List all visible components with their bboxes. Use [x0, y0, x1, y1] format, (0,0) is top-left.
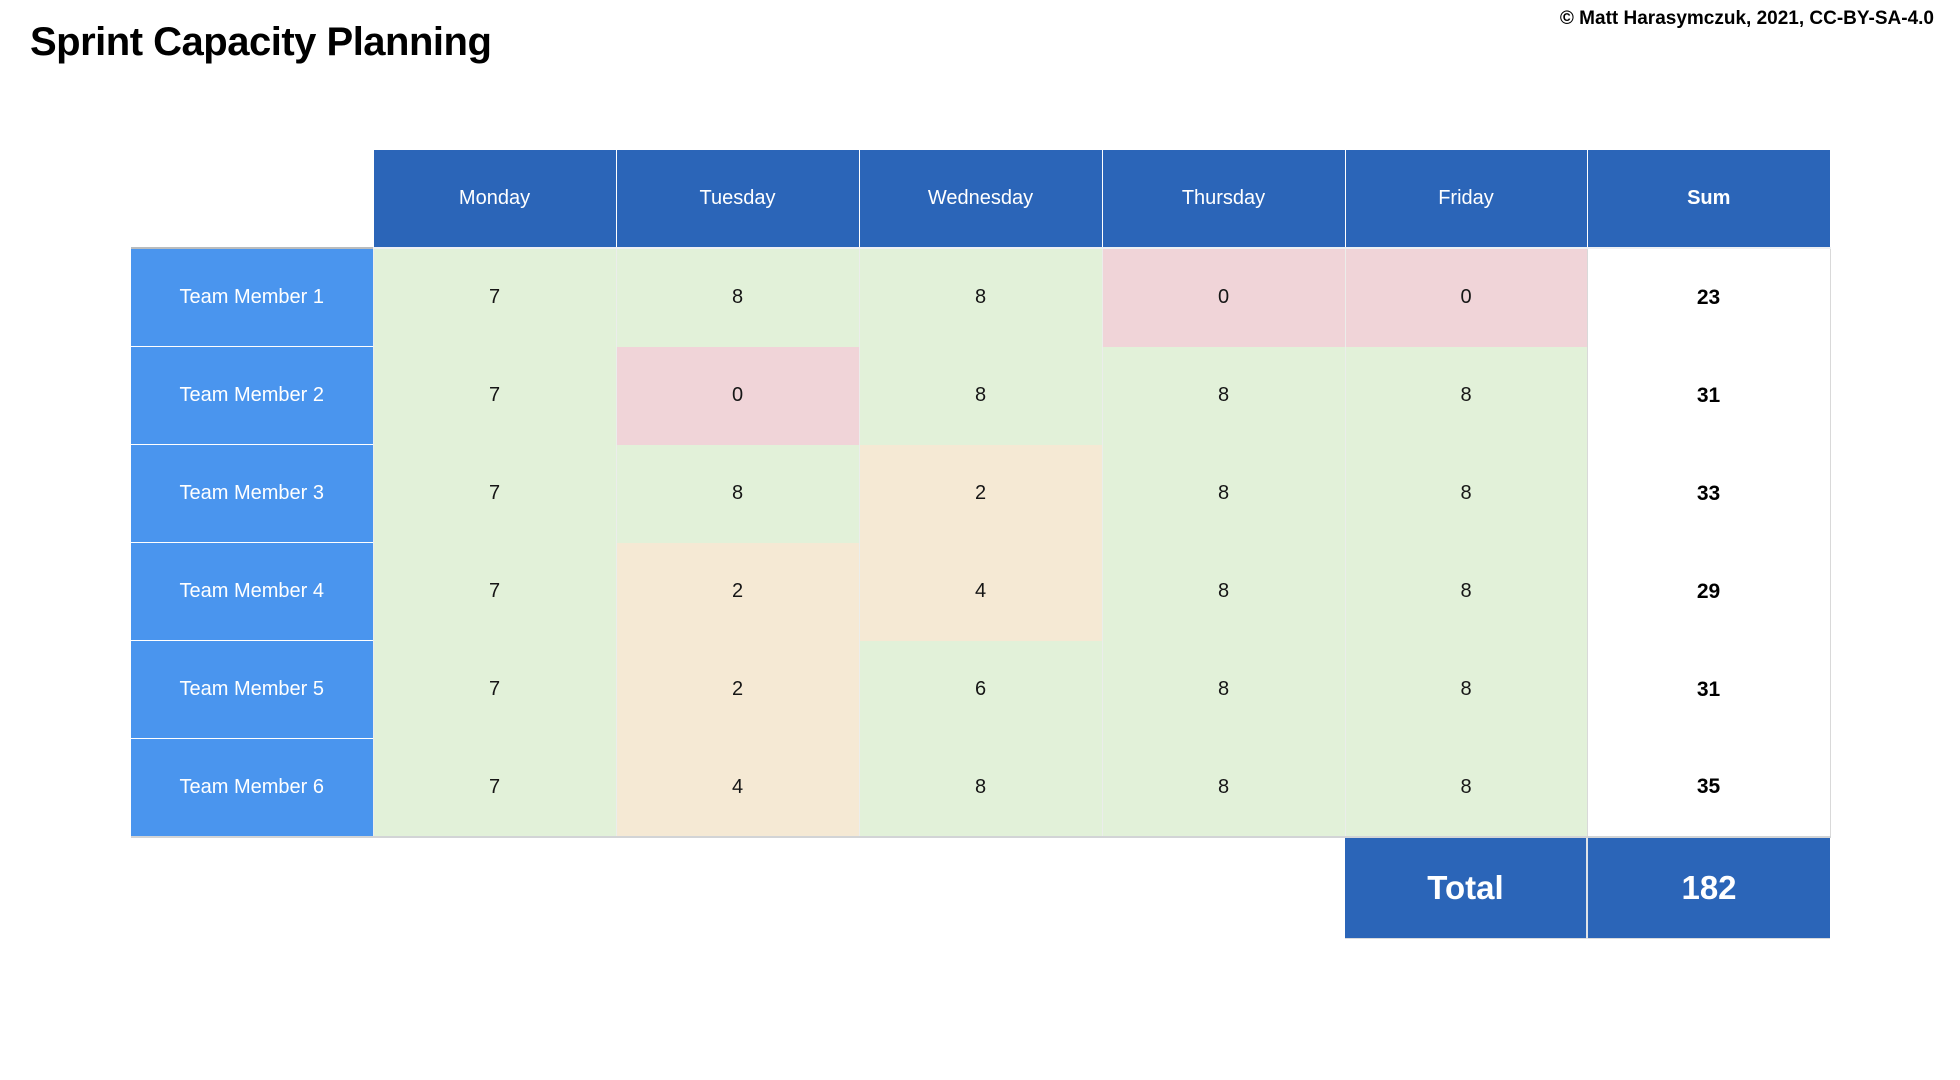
capacity-cell: 7 [372, 346, 616, 445]
copyright-notice: © Matt Harasymczuk, 2021, CC-BY-SA-4.0 [1559, 8, 1934, 29]
row-sum-cell: 33 [1586, 444, 1831, 543]
capacity-cell: 8 [1344, 542, 1587, 641]
capacity-cell: 8 [1101, 346, 1345, 445]
column-header-monday: Monday [372, 150, 616, 249]
capacity-cell: 8 [858, 346, 1102, 445]
row-header: Team Member 5 [131, 640, 373, 739]
capacity-cell: 8 [1101, 738, 1345, 838]
capacity-table: Monday Tuesday Wednesday Thursday Friday… [131, 150, 1831, 939]
capacity-cell: 4 [615, 738, 859, 838]
page-title: Sprint Capacity Planning [30, 20, 492, 64]
header-row: Monday Tuesday Wednesday Thursday Friday… [131, 150, 1830, 249]
row-sum-cell: 23 [1586, 248, 1831, 347]
table-row: Team Member 1 7 8 8 0 0 23 [131, 247, 1831, 347]
row-header: Team Member 3 [131, 444, 373, 543]
capacity-cell: 4 [858, 542, 1102, 641]
column-header-sum: Sum [1586, 150, 1830, 249]
row-header: Team Member 2 [131, 346, 373, 445]
capacity-cell: 8 [1344, 640, 1587, 739]
total-row-spacer [131, 837, 1345, 939]
capacity-cell: 7 [372, 640, 616, 739]
row-sum-cell: 31 [1586, 640, 1831, 739]
capacity-cell: 8 [1344, 738, 1587, 838]
row-sum-cell: 29 [1586, 542, 1831, 641]
table-row: Team Member 3 7 8 2 8 8 33 [131, 444, 1831, 543]
corner-cell [131, 150, 373, 248]
table-row: Team Member 2 7 0 8 8 8 31 [131, 346, 1831, 445]
capacity-cell: 8 [615, 444, 859, 543]
capacity-cell: 8 [615, 248, 859, 347]
row-sum-cell: 31 [1586, 346, 1831, 445]
table-row: Team Member 4 7 2 4 8 8 29 [131, 542, 1831, 641]
capacity-cell: 8 [1101, 542, 1345, 641]
row-header: Team Member 4 [131, 542, 373, 641]
capacity-cell: 0 [1344, 248, 1587, 347]
total-value-cell: 182 [1586, 837, 1830, 939]
capacity-cell: 8 [858, 738, 1102, 838]
capacity-cell: 2 [858, 444, 1102, 543]
capacity-cell: 8 [1101, 640, 1345, 739]
column-header-friday: Friday [1344, 150, 1587, 249]
capacity-cell: 0 [615, 346, 859, 445]
table-body: Team Member 1 7 8 8 0 0 23 Team Member 2 7 0 8 8 8 31… [131, 247, 1831, 838]
row-header: Team Member 1 [131, 247, 373, 347]
total-row: Total 182 [131, 837, 1830, 939]
capacity-cell: 7 [372, 444, 616, 543]
capacity-cell: 0 [1101, 248, 1345, 347]
capacity-cell: 7 [372, 542, 616, 641]
capacity-cell: 7 [372, 248, 616, 347]
table-row: Team Member 6 7 4 8 8 8 35 [131, 738, 1831, 838]
row-sum-cell: 35 [1586, 738, 1831, 838]
capacity-cell: 8 [1344, 444, 1587, 543]
capacity-cell: 2 [615, 542, 859, 641]
capacity-cell: 8 [1344, 346, 1587, 445]
row-header: Team Member 6 [131, 738, 373, 838]
capacity-cell: 8 [1101, 444, 1345, 543]
total-label-cell: Total [1345, 837, 1587, 939]
capacity-cell: 2 [615, 640, 859, 739]
capacity-cell: 6 [858, 640, 1102, 739]
capacity-cell: 8 [858, 248, 1102, 347]
capacity-cell: 7 [372, 738, 616, 838]
column-header-tuesday: Tuesday [615, 150, 859, 249]
column-header-thursday: Thursday [1101, 150, 1345, 249]
column-header-wednesday: Wednesday [858, 150, 1102, 249]
table-row: Team Member 5 7 2 6 8 8 31 [131, 640, 1831, 739]
